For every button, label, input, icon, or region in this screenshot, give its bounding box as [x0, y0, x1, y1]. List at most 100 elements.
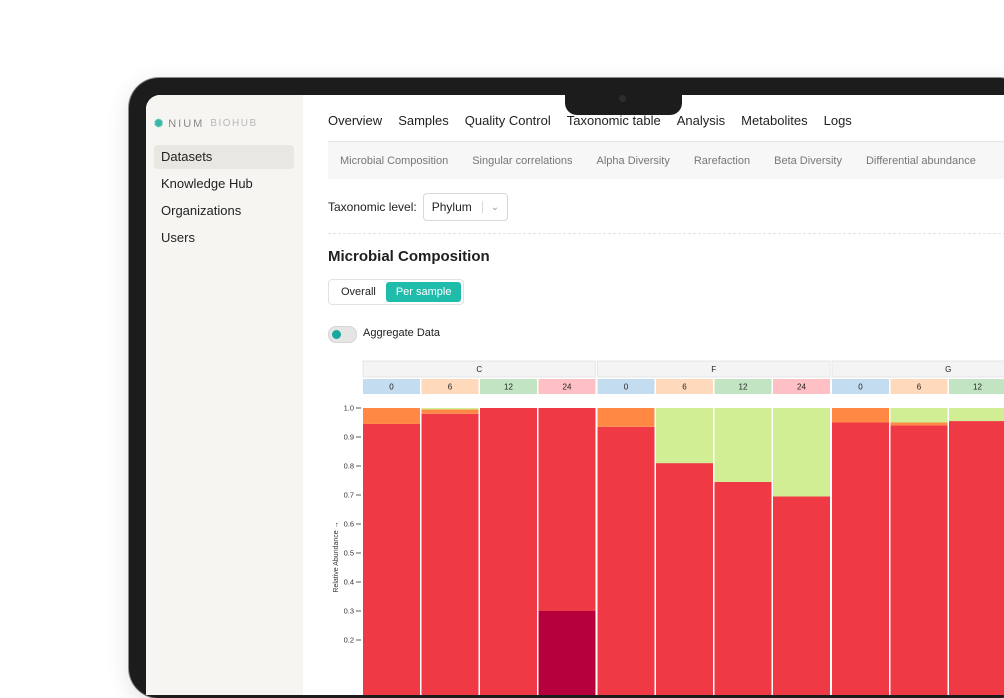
main-tabs: Overview Samples Quality Control Taxonom… — [328, 113, 868, 143]
main-content: Overview Samples Quality Control Taxonom… — [303, 95, 1004, 695]
bar-segment — [714, 481, 772, 695]
y-tick-label: 0.4 — [344, 578, 354, 587]
sample-label: 6 — [682, 383, 687, 392]
sample-label: 0 — [624, 383, 629, 392]
sample-header — [480, 379, 537, 394]
logo-text: NIUM — [168, 117, 205, 130]
camera-icon — [619, 95, 626, 102]
bar-segment — [832, 422, 889, 695]
taxonomic-level-label: Taxonomic level: — [328, 200, 417, 214]
tab-overview[interactable]: Overview — [328, 113, 383, 128]
sample-header — [363, 379, 420, 394]
sidebar-item-organizations[interactable]: Organizations — [161, 203, 242, 218]
bar-segment — [949, 408, 1004, 422]
y-tick-label: 0.2 — [344, 636, 354, 645]
subtab-beta-diversity[interactable]: Beta Diversity — [774, 154, 842, 167]
bar-segment — [597, 408, 655, 427]
logo[interactable]: ✺ NIUM BIOHUB — [154, 117, 258, 131]
subtab-alpha-diversity[interactable]: Alpha Diversity — [596, 154, 670, 167]
sample-label: 0 — [389, 383, 394, 392]
taxonomic-level-value: Phylum — [431, 200, 472, 214]
bar-segment — [656, 463, 713, 695]
y-tick-label: 0.8 — [344, 462, 354, 471]
subtab-singular-correlations[interactable]: Singular correlations — [472, 154, 573, 167]
sidebar-nav: Datasets Knowledge Hub Organizations Use… — [154, 145, 294, 253]
subtab-microbial-composition[interactable]: Microbial Composition — [340, 154, 449, 167]
camera-notch — [565, 78, 682, 115]
sample-header — [949, 379, 1004, 394]
sample-header — [656, 379, 713, 394]
tabs-divider — [328, 141, 1004, 142]
bar-segment — [363, 408, 420, 424]
chevron-down-icon: ⌄ — [490, 201, 500, 213]
tab-samples[interactable]: Samples — [398, 113, 449, 128]
taxonomic-level-row: Taxonomic level: Phylum ⌄ — [328, 193, 509, 221]
sample-label: 0 — [858, 383, 863, 392]
sample-label: 12 — [504, 383, 513, 392]
sample-header — [890, 379, 948, 394]
bar-segment — [773, 496, 830, 695]
bar-segment — [714, 408, 772, 482]
facet-label: G — [945, 365, 951, 374]
microbial-composition-chart: Relative Abundance → 1.0 0.9 0.8 0.7 0.6 0.5 0.… — [333, 360, 1004, 695]
sample-header — [773, 379, 830, 394]
bar-segment — [363, 423, 420, 695]
sample-header — [714, 379, 772, 394]
bar-segment — [480, 408, 537, 695]
tab-metabolites[interactable]: Metabolites — [741, 113, 808, 128]
bar-segment — [949, 421, 1004, 695]
bar-segment — [597, 426, 655, 695]
bar-segment — [832, 408, 889, 423]
y-tick-label: 0.5 — [344, 549, 354, 558]
bar-segment — [656, 408, 713, 464]
y-axis-label: Relative Abundance → — [333, 521, 340, 592]
sample-header — [538, 379, 596, 394]
sidebar-item-users[interactable]: Users — [161, 230, 195, 245]
subtab-differential-abundance[interactable]: Differential abundance — [865, 154, 976, 167]
bar-segment — [890, 425, 948, 695]
taxonomic-level-select[interactable]: Phylum ⌄ — [422, 193, 509, 221]
tab-logs[interactable]: Logs — [823, 113, 852, 128]
tab-analysis[interactable]: Analysis — [676, 113, 726, 143]
tab-taxonomic-table[interactable]: Taxonomic table — [566, 113, 661, 128]
sidebar-item-knowledge-hub[interactable]: Knowledge Hub — [161, 176, 253, 191]
facet-label: C — [476, 365, 482, 374]
facet-header — [831, 360, 1004, 378]
sample-label: 24 — [797, 383, 806, 392]
sample-header — [421, 379, 479, 394]
aggregate-toggle[interactable] — [328, 326, 357, 343]
sample-header — [597, 379, 655, 394]
analysis-subtabs: Microbial Composition Singular correlati… — [328, 142, 1004, 179]
section-divider — [328, 233, 1004, 234]
segment-per-sample[interactable]: Per sample — [385, 282, 462, 302]
y-tick-label: 0.6 — [344, 520, 354, 529]
bar-segment — [890, 422, 948, 426]
sidebar-item-datasets[interactable]: Datasets — [154, 145, 294, 169]
sample-label: 6 — [448, 383, 453, 392]
subtab-rarefaction[interactable]: Rarefaction — [693, 154, 751, 167]
sidebar: ✺ NIUM BIOHUB Datasets Knowledge Hub Org… — [146, 95, 303, 695]
sample-label: 12 — [973, 383, 982, 392]
view-mode-segment: Overall Per sample — [328, 279, 465, 305]
facet-header — [362, 360, 596, 378]
bar-segment — [421, 409, 479, 414]
toggle-knob — [332, 330, 341, 339]
facet-label: F — [711, 365, 716, 374]
sample-header — [832, 379, 889, 394]
y-tick-label: 0.7 — [344, 491, 354, 500]
bar-segment — [538, 408, 596, 611]
y-tick-label: 1.0 — [344, 404, 354, 413]
aggregate-toggle-label: Aggregate Data — [363, 327, 441, 339]
sample-label: 12 — [739, 383, 748, 392]
bar-segment — [773, 408, 830, 497]
tab-quality-control[interactable]: Quality Control — [464, 113, 551, 128]
logo-mark-icon: ✺ — [154, 118, 166, 130]
sample-label: 6 — [917, 383, 922, 392]
sample-label: 24 — [563, 383, 572, 392]
bar-segment — [421, 413, 479, 695]
y-tick-label: 0.9 — [344, 433, 354, 442]
select-separator — [481, 201, 483, 213]
segment-overall[interactable]: Overall — [341, 286, 376, 298]
section-title: Microbial Composition — [328, 248, 490, 265]
bar-segment — [538, 611, 596, 695]
